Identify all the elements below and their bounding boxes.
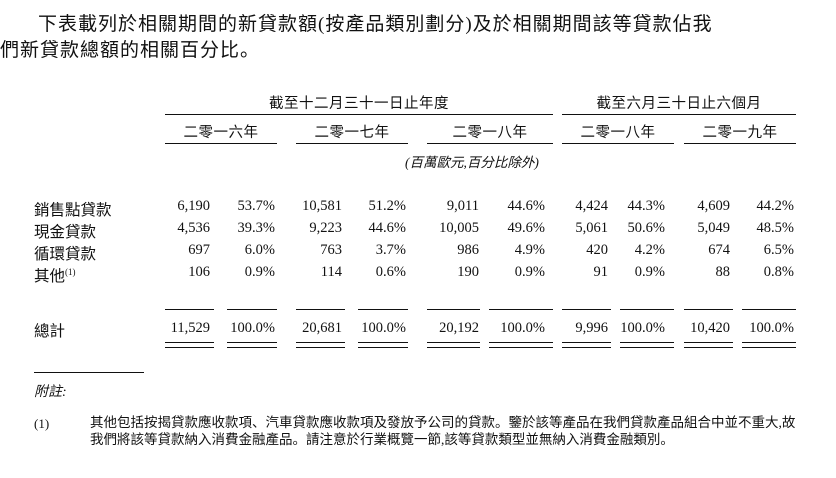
row-label-pos-loans: 銷售點貸款 bbox=[34, 202, 112, 219]
footnote-ref: (1) bbox=[65, 266, 76, 277]
table-cell: 53.7% bbox=[237, 198, 275, 214]
row-label-cash-loans: 現金貸款 bbox=[34, 224, 97, 241]
table-cell: 44.6% bbox=[368, 220, 406, 236]
total-double-rule bbox=[165, 342, 214, 348]
total-double-rule bbox=[742, 342, 796, 348]
subtotal-rule bbox=[227, 309, 277, 310]
table-cell: 9,223 bbox=[309, 220, 342, 236]
notes-rule bbox=[34, 372, 144, 373]
subtotal-rule bbox=[562, 309, 611, 310]
total-cell: 11,529 bbox=[170, 320, 210, 336]
table-cell: 10,005 bbox=[439, 220, 479, 236]
group-header-year: 截至十二月三十一日止年度 bbox=[269, 96, 449, 112]
table-cell: 986 bbox=[457, 242, 479, 258]
table-cell: 0.8% bbox=[763, 264, 794, 280]
period-header-rule bbox=[684, 143, 796, 144]
subtotal-rule bbox=[427, 309, 480, 310]
total-double-rule bbox=[358, 342, 408, 348]
table-cell: 4,609 bbox=[697, 198, 730, 214]
table-cell: 6.0% bbox=[244, 242, 275, 258]
total-double-rule bbox=[427, 342, 480, 348]
total-double-rule bbox=[296, 342, 345, 348]
table-cell: 0.9% bbox=[634, 264, 665, 280]
row-label-revolving-loans: 循環貸款 bbox=[34, 246, 97, 263]
subtotal-rule bbox=[358, 309, 408, 310]
table-cell: 3.7% bbox=[375, 242, 406, 258]
note-text: 其他包括按揭貸款應收款項、汽車貸款應收款項及發放予公司的貸款。鑒於該等產品在我們… bbox=[90, 415, 796, 447]
table-cell: 39.3% bbox=[237, 220, 275, 236]
period-header-rule bbox=[165, 143, 277, 144]
table-cell: 674 bbox=[708, 242, 730, 258]
table-cell: 697 bbox=[188, 242, 210, 258]
table-cell: 44.2% bbox=[756, 198, 794, 214]
table-cell: 50.6% bbox=[627, 220, 665, 236]
table-cell: 106 bbox=[188, 264, 210, 280]
period-header-rule bbox=[427, 143, 553, 144]
total-cell: 100.0% bbox=[361, 320, 406, 336]
table-cell: 4.2% bbox=[634, 242, 665, 258]
subtotal-rule bbox=[684, 309, 733, 310]
table-cell: 44.3% bbox=[627, 198, 665, 214]
row-label-total: 總計 bbox=[34, 323, 66, 340]
period-header-rule bbox=[296, 143, 408, 144]
table-cell: 6,190 bbox=[177, 198, 210, 214]
period-header-2019-h1: 二零一九年 bbox=[702, 125, 778, 141]
total-cell: 100.0% bbox=[500, 320, 545, 336]
table-cell: 114 bbox=[320, 264, 342, 280]
intro-line-2: 們新貸款總額的相關百分比。 bbox=[0, 40, 261, 61]
total-cell: 9,996 bbox=[575, 320, 608, 336]
table-cell: 4,424 bbox=[575, 198, 608, 214]
group-header-rule bbox=[562, 114, 796, 115]
total-double-rule bbox=[620, 342, 674, 348]
period-header-2018-h1: 二零一八年 bbox=[580, 125, 656, 141]
table-cell: 420 bbox=[586, 242, 608, 258]
subtotal-rule bbox=[165, 309, 214, 310]
table-cell: 48.5% bbox=[756, 220, 794, 236]
table-cell: 0.9% bbox=[244, 264, 275, 280]
table-cell: 763 bbox=[320, 242, 342, 258]
total-double-rule bbox=[684, 342, 733, 348]
table-cell: 5,061 bbox=[575, 220, 608, 236]
intro-line-1: 下表載列於相關期間的新貸款額(按產品類別劃分)及於相關期間該等貸款佔我 bbox=[38, 14, 713, 35]
subtotal-rule bbox=[296, 309, 345, 310]
unit-note: (百萬歐元,百分比除外) bbox=[405, 155, 539, 170]
total-double-rule bbox=[562, 342, 611, 348]
subtotal-rule bbox=[620, 309, 674, 310]
period-header-rule bbox=[562, 143, 674, 144]
group-header-six-months: 截至六月三十日止六個月 bbox=[596, 96, 762, 112]
table-cell: 9,011 bbox=[446, 198, 479, 214]
total-cell: 20,681 bbox=[302, 320, 342, 336]
table-cell: 49.6% bbox=[507, 220, 545, 236]
table-cell: 5,049 bbox=[697, 220, 730, 236]
table-cell: 44.6% bbox=[507, 198, 545, 214]
period-header-2016: 二零一六年 bbox=[183, 125, 259, 141]
table-cell: 4,536 bbox=[177, 220, 210, 236]
table-cell: 91 bbox=[593, 264, 609, 280]
total-cell: 100.0% bbox=[620, 320, 665, 336]
total-double-rule bbox=[227, 342, 277, 348]
total-cell: 100.0% bbox=[749, 320, 794, 336]
table-cell: 0.6% bbox=[375, 264, 406, 280]
period-header-2017: 二零一七年 bbox=[314, 125, 390, 141]
total-cell: 100.0% bbox=[230, 320, 275, 336]
total-cell: 10,420 bbox=[690, 320, 730, 336]
total-double-rule bbox=[489, 342, 553, 348]
notes-heading: 附註: bbox=[34, 385, 67, 400]
total-cell: 20,192 bbox=[439, 320, 479, 336]
table-cell: 10,581 bbox=[302, 198, 342, 214]
table-cell: 88 bbox=[715, 264, 731, 280]
note-marker: (1) bbox=[34, 416, 50, 431]
subtotal-rule bbox=[742, 309, 796, 310]
table-cell: 4.9% bbox=[514, 242, 545, 258]
period-header-2018: 二零一八年 bbox=[452, 125, 528, 141]
subtotal-rule bbox=[489, 309, 553, 310]
table-cell: 0.9% bbox=[514, 264, 545, 280]
table-cell: 190 bbox=[457, 264, 479, 280]
table-cell: 6.5% bbox=[763, 242, 794, 258]
intro-paragraph: 下表載列於相關期間的新貸款額(按產品類別劃分)及於相關期間該等貸款佔我 們新貸款… bbox=[0, 12, 836, 64]
row-label-other: 其他(1) bbox=[34, 266, 76, 285]
table-cell: 51.2% bbox=[368, 198, 406, 214]
group-header-rule bbox=[165, 114, 553, 115]
